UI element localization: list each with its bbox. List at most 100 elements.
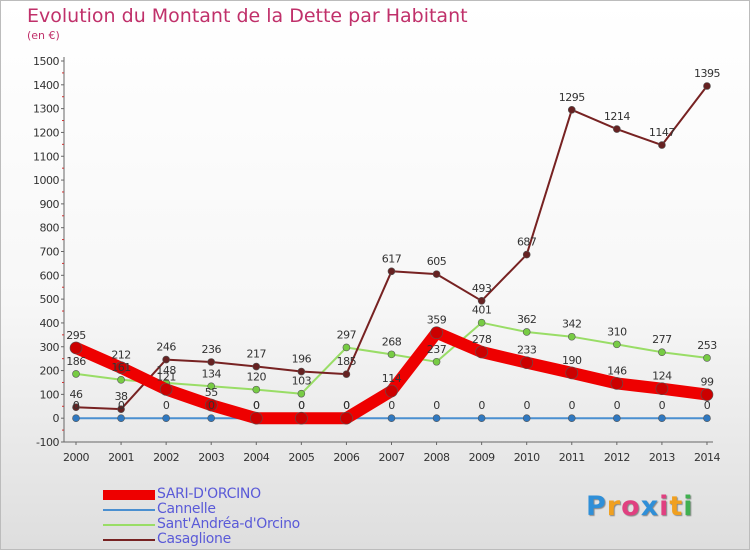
y-tick-label: 400 [40, 317, 60, 330]
x-tick-label: 2005 [288, 451, 314, 464]
data-label: 212 [111, 349, 131, 362]
y-tick-label: 800 [40, 222, 60, 235]
y-tick-label: 0 [53, 412, 60, 425]
y-tick-label: 500 [40, 293, 60, 306]
series-point-0 [700, 388, 714, 401]
series-point-3 [658, 141, 666, 149]
data-label: 233 [517, 344, 537, 357]
data-label: 359 [427, 314, 447, 327]
series-point-1 [703, 414, 711, 422]
data-label: 617 [382, 252, 402, 265]
x-tick-label: 2014 [694, 451, 720, 464]
data-label: 493 [472, 282, 492, 295]
series-point-0 [249, 411, 263, 425]
series-point-0 [114, 361, 128, 375]
y-tick-label: 900 [40, 198, 60, 211]
data-label: 103 [292, 375, 312, 388]
data-label: 46 [70, 388, 83, 401]
series-point-3 [387, 267, 396, 276]
series-point-2 [387, 350, 396, 359]
series-line-3 [75, 85, 708, 411]
data-label: 99 [700, 376, 713, 389]
legend-label: Cannelle [157, 501, 216, 517]
series-point-2 [342, 343, 351, 352]
series-point-3 [432, 270, 441, 278]
series-point-1 [522, 414, 531, 422]
series-point-1 [567, 414, 576, 422]
series-point-1 [387, 414, 396, 422]
series-point-0 [204, 398, 218, 412]
data-label: 55 [205, 386, 218, 399]
data-label: 0 [208, 399, 215, 412]
series-point-2 [567, 332, 576, 341]
x-tick-label: 2007 [378, 451, 404, 464]
chart-subtitle: (en €) [27, 29, 60, 42]
data-label: 0 [659, 399, 666, 412]
series-point-1 [658, 414, 666, 422]
proxiti-logo: Proxiti [586, 491, 694, 522]
y-tick-label: 100 [40, 388, 60, 401]
y-tick-label: 1000 [33, 174, 59, 187]
data-label: 687 [517, 236, 537, 249]
data-label: 196 [292, 353, 312, 366]
data-label: 0 [614, 399, 621, 412]
data-label: 38 [115, 390, 128, 403]
series-point-0 [475, 345, 488, 359]
data-label: 0 [343, 399, 350, 412]
series-point-2 [477, 318, 486, 327]
data-label: 237 [427, 343, 447, 356]
data-label: 134 [201, 367, 221, 380]
series-point-2 [117, 376, 125, 384]
data-label: 401 [472, 304, 492, 317]
series-point-3 [522, 250, 531, 259]
data-label: 0 [569, 399, 576, 412]
data-label: 0 [253, 399, 260, 412]
data-label: 0 [343, 399, 350, 412]
y-tick-label: 1200 [33, 126, 59, 139]
data-label: 190 [562, 354, 582, 367]
series-point-2 [703, 354, 711, 362]
data-label: 0 [523, 399, 530, 412]
legend-swatch [103, 523, 155, 526]
data-label: 0 [478, 399, 485, 412]
data-label: 297 [337, 328, 357, 341]
series-point-2 [522, 328, 531, 336]
data-label: 236 [201, 343, 221, 356]
series-point-1 [477, 414, 486, 422]
series-point-0 [69, 341, 83, 355]
series-point-3 [477, 296, 486, 305]
data-label: 114 [382, 372, 402, 385]
series-point-3 [613, 125, 621, 133]
series-point-2 [658, 348, 666, 357]
series-point-1 [117, 414, 125, 422]
legend-swatch [103, 489, 155, 500]
series-point-3 [342, 370, 351, 378]
data-label: 1214 [604, 110, 630, 123]
y-tick-label: 1300 [33, 103, 59, 116]
legend-swatch [103, 538, 155, 541]
x-tick-label: 2012 [604, 451, 630, 464]
data-label: 0 [253, 399, 260, 412]
series-point-3 [567, 106, 576, 114]
series-point-3 [297, 367, 306, 376]
series-point-0 [159, 383, 173, 396]
y-tick-label: 700 [40, 246, 60, 259]
series-point-0 [520, 356, 534, 370]
x-tick-label: 2006 [333, 451, 359, 464]
series-point-0 [610, 377, 624, 390]
data-label: 146 [607, 364, 627, 377]
series-point-3 [703, 82, 711, 90]
x-tick-label: 2011 [559, 451, 585, 464]
series-point-0 [430, 326, 443, 340]
data-label: 362 [517, 313, 537, 326]
legend-swatch [103, 508, 155, 511]
series-point-1 [162, 414, 170, 422]
data-label: 121 [156, 370, 176, 383]
y-tick-label: 1500 [33, 55, 59, 68]
data-label: 278 [472, 333, 492, 346]
series-point-0 [565, 366, 579, 380]
x-tick-label: 2000 [63, 451, 89, 464]
y-tick-label: 1400 [33, 79, 59, 92]
data-label: 253 [697, 339, 717, 352]
